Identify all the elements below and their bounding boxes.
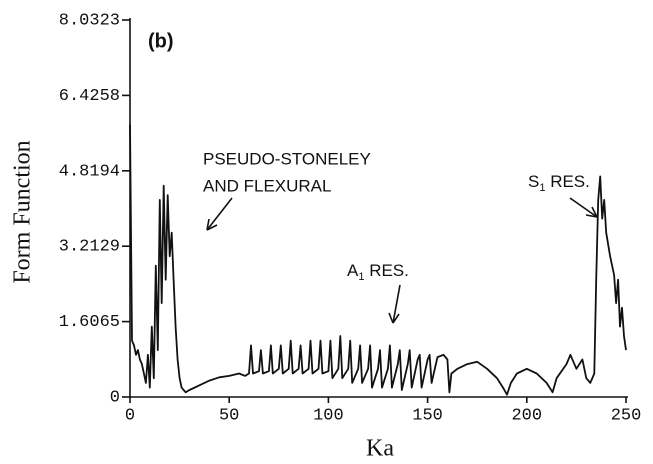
x-tick-label: 100 <box>313 406 344 425</box>
arrow <box>206 197 233 231</box>
data-line <box>129 124 627 396</box>
arrow-head <box>206 218 218 231</box>
y-tick-label: 3.2129 <box>59 238 120 257</box>
x-tick-label: 0 <box>125 406 135 425</box>
annotation-part: RES. <box>364 261 408 280</box>
x-tick-label: 200 <box>511 406 542 425</box>
y-tick-label: 6.4258 <box>59 87 120 106</box>
annotation: S1 RES. <box>528 172 590 193</box>
arrow <box>392 284 401 324</box>
chart-title: (b) <box>148 30 174 52</box>
annotation-part: 1 <box>358 271 364 283</box>
arrow <box>569 197 598 218</box>
annotation-part: RES. <box>545 172 589 191</box>
annotation: PSEUDO-STONELEY <box>203 149 371 168</box>
y-tick-label: 0 <box>110 388 120 407</box>
annotation-part: 1 <box>539 182 545 194</box>
arrows <box>206 197 598 324</box>
y-tick-label: 4.8194 <box>59 162 120 181</box>
annotation: A1 RES. <box>347 261 409 282</box>
y-tick-label: 8.0323 <box>59 11 120 30</box>
y-axis-label: Form Function <box>10 140 36 283</box>
annotation-part: S <box>528 172 539 191</box>
annotation-part: A <box>347 261 359 280</box>
x-axis-label: Ka <box>366 436 394 462</box>
x-tick-label: 150 <box>412 406 443 425</box>
x-tick-label: 50 <box>219 406 239 425</box>
arrow-head <box>585 206 598 218</box>
annotation: AND FLEXURAL <box>203 176 331 195</box>
y-tick-label: 1.6065 <box>59 313 120 332</box>
x-tick-label: 250 <box>611 406 642 425</box>
arrow-head <box>388 312 400 324</box>
